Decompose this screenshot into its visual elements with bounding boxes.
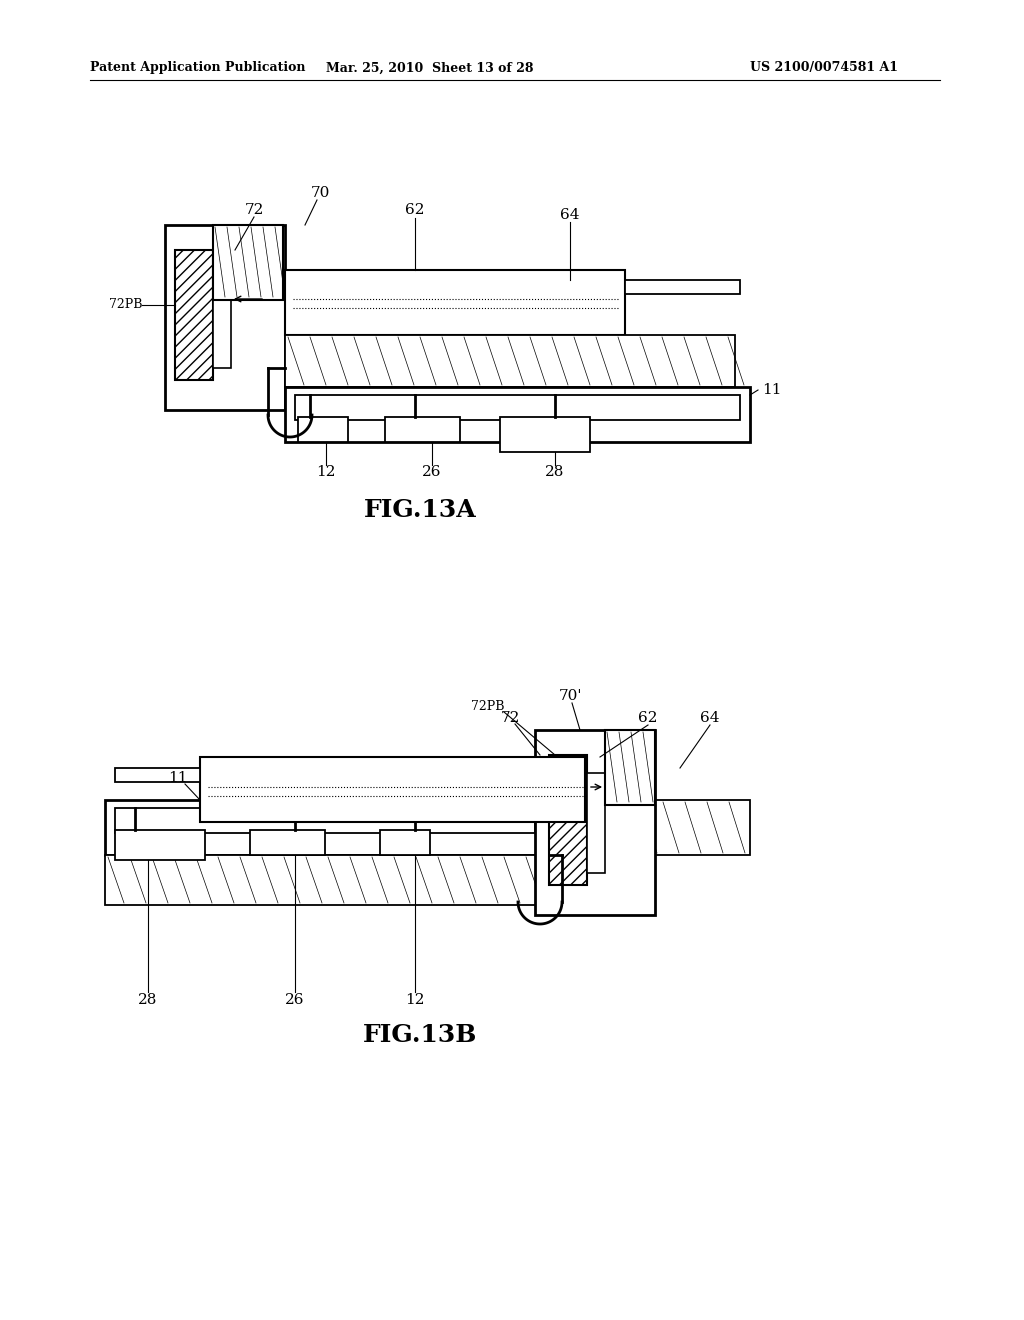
Bar xyxy=(175,249,213,380)
Text: 62: 62 xyxy=(638,711,657,725)
Bar xyxy=(380,830,430,855)
Text: 11: 11 xyxy=(762,383,781,397)
Text: FIG.13A: FIG.13A xyxy=(364,498,476,521)
Bar xyxy=(295,395,740,420)
Bar xyxy=(549,755,587,884)
Bar xyxy=(285,271,625,335)
Text: 70: 70 xyxy=(310,186,330,201)
Text: 72: 72 xyxy=(245,203,264,216)
Text: FIG.13B: FIG.13B xyxy=(362,1023,477,1047)
Bar xyxy=(105,800,545,855)
Text: 72PB: 72PB xyxy=(471,700,505,713)
Text: 72: 72 xyxy=(501,711,520,725)
Text: Patent Application Publication: Patent Application Publication xyxy=(90,62,305,74)
Bar xyxy=(385,417,460,442)
Text: 72PB: 72PB xyxy=(109,298,142,312)
Text: 12: 12 xyxy=(316,465,336,479)
Bar xyxy=(587,774,605,873)
Text: 64: 64 xyxy=(700,711,720,725)
Text: 62: 62 xyxy=(406,203,425,216)
Bar xyxy=(105,855,550,906)
Text: Mar. 25, 2010  Sheet 13 of 28: Mar. 25, 2010 Sheet 13 of 28 xyxy=(327,62,534,74)
Text: 12: 12 xyxy=(406,993,425,1007)
Bar xyxy=(500,417,590,451)
Bar xyxy=(550,800,750,855)
Bar xyxy=(605,730,655,805)
Bar xyxy=(200,756,585,822)
Bar xyxy=(115,808,535,833)
Bar xyxy=(298,417,348,442)
Bar xyxy=(250,830,325,855)
Bar xyxy=(115,830,205,861)
Text: US 2100/0074581 A1: US 2100/0074581 A1 xyxy=(750,62,898,74)
Bar xyxy=(535,730,655,915)
Text: 64: 64 xyxy=(560,209,580,222)
Bar xyxy=(165,224,285,411)
Bar xyxy=(285,335,735,387)
Bar xyxy=(285,387,750,442)
Bar xyxy=(625,280,740,294)
Bar xyxy=(213,224,283,300)
Text: 28: 28 xyxy=(546,465,564,479)
Text: 26: 26 xyxy=(286,993,305,1007)
Text: 11: 11 xyxy=(168,771,187,785)
Text: 26: 26 xyxy=(422,465,441,479)
Bar xyxy=(115,768,200,781)
Text: 70': 70' xyxy=(558,689,582,704)
Text: 28: 28 xyxy=(138,993,158,1007)
Bar xyxy=(213,268,231,368)
